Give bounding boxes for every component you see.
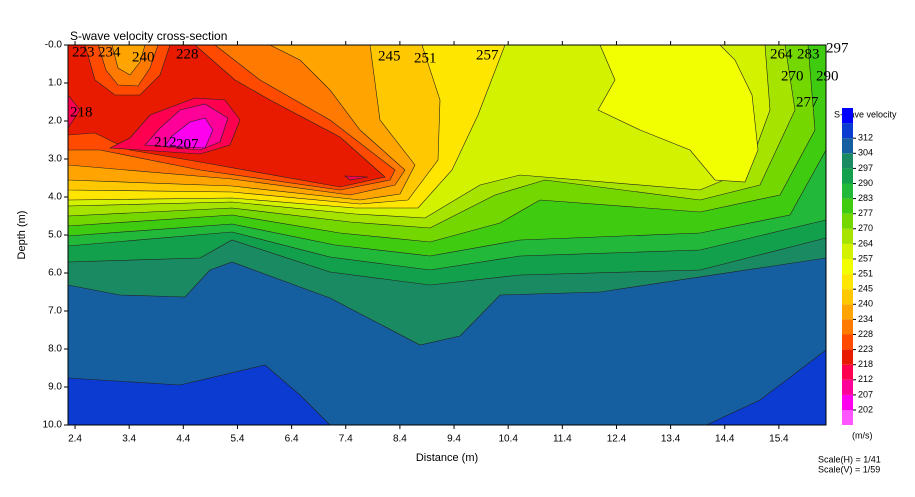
colorbar-label: 297 [858, 163, 873, 173]
contour-label: 270 [781, 68, 804, 84]
contour-label: 257 [476, 47, 499, 63]
colorbar-cell [842, 289, 853, 305]
colorbar-label: 270 [858, 223, 873, 233]
x-tick-label: 5.4 [231, 434, 245, 445]
contour-label: 207 [176, 136, 199, 152]
colorbar-cell [842, 213, 853, 229]
colorbar-cell [842, 259, 853, 275]
colorbar-label: 234 [858, 314, 873, 324]
colorbar-cell [842, 198, 853, 214]
contour-label: 297 [826, 40, 849, 56]
contour-label: 212 [154, 134, 177, 150]
y-tick-label: 8.0 [48, 344, 62, 355]
colorbar-label: 202 [858, 404, 873, 414]
colorbar-cell [842, 153, 853, 169]
colorbar-cell [842, 304, 853, 320]
colorbar-cell [842, 410, 853, 425]
colorbar-label: 257 [858, 253, 873, 263]
y-tick-label: 6.0 [48, 268, 62, 279]
colorbar-label: 283 [858, 193, 873, 203]
x-axis-label: Distance (m) [416, 452, 478, 464]
y-tick-label: 7.0 [48, 306, 62, 317]
colorbar-cell [842, 243, 853, 259]
colorbar-label: 290 [858, 178, 873, 188]
y-tick-label: 2.0 [48, 116, 62, 127]
x-tick-label: 15.4 [769, 434, 789, 445]
contour-label: 283 [797, 46, 820, 62]
colorbar-cell [842, 183, 853, 199]
contour-label: 218 [70, 104, 93, 120]
x-tick-label: 4.4 [176, 434, 190, 445]
colorbar-cell [842, 138, 853, 154]
y-tick-label: 5.0 [48, 230, 62, 241]
x-tick-label: 14.4 [715, 434, 735, 445]
y-tick-label: 9.0 [48, 382, 62, 393]
x-tick-label: 7.4 [339, 434, 353, 445]
colorbar-label: 223 [858, 344, 873, 354]
colorbar-label: 228 [858, 329, 873, 339]
colorbar-label: 264 [858, 238, 873, 248]
contour-plot [68, 45, 826, 425]
contour-label: 264 [770, 46, 793, 62]
contour-label: 223 [72, 44, 95, 60]
contour-label: 290 [816, 68, 839, 84]
colorbar-cell [842, 364, 853, 380]
y-axis-label: Depth (m) [16, 211, 28, 260]
contour-label: 251 [414, 50, 437, 66]
colorbar-label: 240 [858, 299, 873, 309]
contour-region [597, 45, 759, 183]
x-tick-label: 8.4 [393, 434, 407, 445]
contour-label: 228 [176, 46, 199, 62]
colorbar-title: S-wave velocity [834, 109, 897, 119]
x-tick-label: 9.4 [447, 434, 461, 445]
colorbar-cell [842, 349, 853, 365]
contour-region [164, 117, 214, 149]
contour-label: 240 [132, 49, 155, 65]
y-tick-label: -0.0 [45, 40, 63, 51]
colorbar-cell [842, 379, 853, 395]
colorbar-cell [842, 394, 853, 410]
colorbar-unit: (m/s) [852, 430, 873, 440]
colorbar-label: 277 [858, 208, 873, 218]
y-tick-label: 10.0 [43, 420, 63, 431]
y-tick-label: 1.0 [48, 78, 62, 89]
colorbar-cell [842, 319, 853, 335]
x-tick-label: 11.4 [553, 434, 572, 445]
colorbar-label: 304 [858, 148, 873, 158]
chart-title: S-wave velocity cross-section [70, 29, 227, 43]
colorbar-cell [842, 108, 853, 124]
contour-label: 234 [98, 44, 121, 60]
contour-region [111, 45, 146, 76]
contour-label: 245 [378, 48, 401, 64]
colorbar-label: 212 [858, 374, 873, 384]
colorbar-cell [842, 334, 853, 350]
colorbar-cell [842, 123, 853, 139]
contour-region [344, 175, 369, 181]
scale-note: Scale(V) = 1/59 [818, 464, 880, 474]
x-tick-label: 2.4 [68, 434, 82, 445]
contour-region [68, 94, 81, 129]
y-tick-label: 3.0 [48, 154, 62, 165]
y-tick-label: 4.0 [48, 192, 62, 203]
colorbar-label: 207 [858, 389, 873, 399]
colorbar-label: 251 [858, 268, 873, 278]
x-tick-label: 3.4 [122, 434, 136, 445]
contour-label: 277 [796, 94, 819, 110]
colorbar-label: 218 [858, 359, 873, 369]
colorbar-cell [842, 228, 853, 244]
colorbar-cell [842, 274, 853, 290]
colorbar-label: 312 [858, 133, 873, 143]
x-tick-label: 6.4 [285, 434, 299, 445]
x-tick-label: 10.4 [498, 434, 518, 445]
x-tick-label: 12.4 [607, 434, 627, 445]
colorbar-cell [842, 168, 853, 184]
x-tick-label: 13.4 [661, 434, 681, 445]
colorbar-label: 245 [858, 284, 873, 294]
scale-note: Scale(H) = 1/41 [818, 454, 881, 464]
